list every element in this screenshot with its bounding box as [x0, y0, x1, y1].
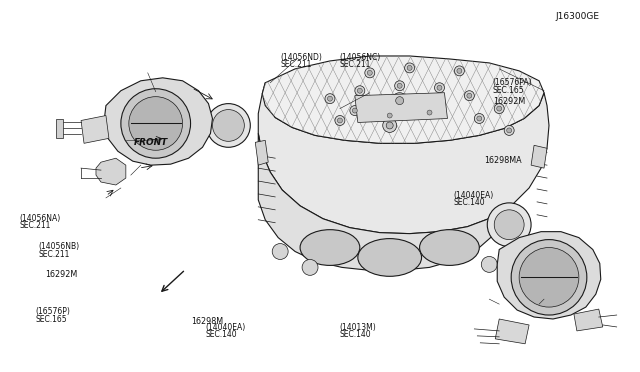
- Text: (14056NC): (14056NC): [339, 53, 380, 62]
- Text: FRONT: FRONT: [134, 138, 168, 147]
- Circle shape: [497, 106, 502, 111]
- Text: SEC.140: SEC.140: [454, 198, 486, 207]
- Circle shape: [454, 66, 465, 76]
- Circle shape: [424, 108, 435, 118]
- Text: SEC.165: SEC.165: [492, 86, 524, 94]
- Ellipse shape: [420, 230, 479, 265]
- Polygon shape: [495, 319, 529, 344]
- Text: J16300GE: J16300GE: [556, 12, 600, 22]
- Circle shape: [272, 244, 288, 259]
- Circle shape: [328, 96, 332, 101]
- Circle shape: [365, 68, 375, 78]
- Polygon shape: [531, 145, 547, 168]
- Text: SEC.165: SEC.165: [35, 315, 67, 324]
- Circle shape: [507, 128, 511, 133]
- Text: (16576P): (16576P): [35, 307, 70, 316]
- Circle shape: [325, 94, 335, 104]
- Text: 16298MA: 16298MA: [484, 155, 522, 165]
- Circle shape: [335, 116, 345, 125]
- Text: (14056NA): (14056NA): [19, 214, 61, 223]
- Circle shape: [385, 110, 395, 121]
- Circle shape: [519, 247, 579, 307]
- Polygon shape: [96, 158, 126, 185]
- Text: SEC.140: SEC.140: [339, 330, 371, 339]
- Circle shape: [357, 88, 362, 93]
- Circle shape: [437, 85, 442, 90]
- Circle shape: [435, 83, 444, 93]
- Text: (14040EA): (14040EA): [454, 191, 494, 200]
- Circle shape: [392, 93, 408, 109]
- Circle shape: [407, 65, 412, 70]
- Text: 16292M: 16292M: [493, 97, 525, 106]
- Text: (14056NB): (14056NB): [38, 243, 79, 251]
- Text: 16298M: 16298M: [191, 317, 223, 326]
- Circle shape: [465, 91, 474, 101]
- Circle shape: [129, 97, 182, 150]
- Ellipse shape: [358, 238, 422, 276]
- Circle shape: [511, 240, 587, 315]
- Text: (14056ND): (14056ND): [280, 53, 323, 62]
- Circle shape: [397, 83, 402, 88]
- Text: (14040EA): (14040EA): [205, 323, 246, 332]
- Polygon shape: [81, 116, 109, 143]
- Text: SEC.211: SEC.211: [280, 60, 312, 70]
- Circle shape: [457, 68, 462, 73]
- Text: SEC.211: SEC.211: [339, 60, 371, 70]
- Circle shape: [121, 89, 191, 158]
- Circle shape: [511, 240, 527, 256]
- Circle shape: [395, 81, 404, 91]
- Circle shape: [481, 256, 497, 272]
- Circle shape: [367, 70, 372, 76]
- Circle shape: [386, 122, 393, 129]
- Polygon shape: [497, 232, 601, 319]
- Polygon shape: [104, 78, 212, 165]
- Circle shape: [383, 119, 397, 132]
- Circle shape: [467, 93, 472, 98]
- Text: 16292M: 16292M: [45, 270, 77, 279]
- Polygon shape: [259, 134, 512, 270]
- Circle shape: [212, 110, 244, 141]
- Circle shape: [404, 63, 415, 73]
- Polygon shape: [574, 309, 603, 331]
- Circle shape: [207, 104, 250, 147]
- Text: SEC.140: SEC.140: [205, 330, 237, 339]
- Ellipse shape: [300, 230, 360, 265]
- Circle shape: [353, 108, 357, 113]
- Text: SEC.211: SEC.211: [19, 221, 51, 230]
- Polygon shape: [262, 56, 544, 143]
- Circle shape: [427, 110, 432, 115]
- Circle shape: [355, 86, 365, 96]
- Polygon shape: [259, 83, 549, 234]
- Circle shape: [487, 203, 531, 247]
- Circle shape: [337, 118, 342, 123]
- Circle shape: [477, 116, 482, 121]
- Circle shape: [474, 113, 484, 124]
- Text: SEC.211: SEC.211: [38, 250, 70, 259]
- Circle shape: [504, 125, 514, 135]
- Text: (16576PA): (16576PA): [492, 78, 532, 87]
- Polygon shape: [355, 93, 447, 122]
- Text: (14013M): (14013M): [339, 323, 376, 332]
- Polygon shape: [56, 119, 63, 138]
- Circle shape: [302, 259, 318, 275]
- Circle shape: [396, 97, 404, 105]
- Polygon shape: [255, 140, 268, 165]
- Circle shape: [387, 113, 392, 118]
- Circle shape: [494, 210, 524, 240]
- Circle shape: [350, 106, 360, 116]
- Circle shape: [494, 104, 504, 113]
